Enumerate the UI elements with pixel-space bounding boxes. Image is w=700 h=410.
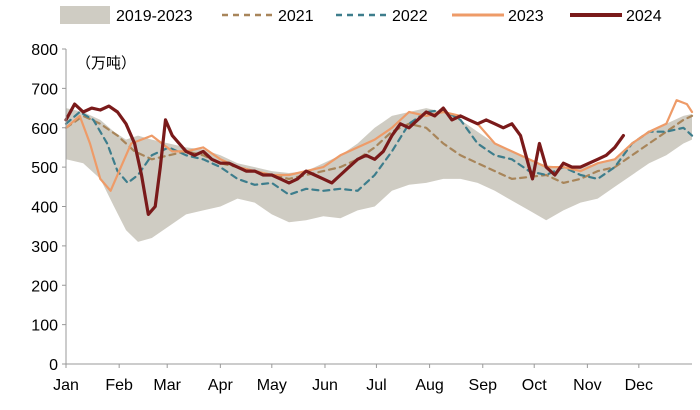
- legend-label-2023: 2023: [508, 8, 544, 25]
- y-tick-label-0: 0: [49, 357, 58, 374]
- band-layer: [66, 108, 692, 242]
- legend-item-2019-2023: 2019-2023: [60, 6, 193, 25]
- x-tick-label-may: May: [257, 377, 287, 394]
- y-tick-label-100: 100: [31, 318, 58, 335]
- legend-item-2021: 2021: [222, 8, 314, 25]
- y-tick-label-700: 700: [31, 81, 58, 98]
- legend-item-2024: 2024: [570, 8, 662, 25]
- legend: 2019-2023 2021 2022 2023 2024: [60, 6, 662, 25]
- x-tick-label-jul: Jul: [366, 377, 386, 394]
- y-tick-label-800: 800: [31, 42, 58, 59]
- x-tick-label-jan: Jan: [53, 377, 79, 394]
- series-line-2023: [64, 99, 694, 192]
- unit-label: （万吨）: [76, 55, 136, 72]
- y-tick-label-600: 600: [31, 121, 58, 138]
- x-tick-label-aug: Aug: [415, 377, 443, 394]
- x-tick-label-sep: Sep: [469, 377, 498, 394]
- legend-label-2021: 2021: [278, 8, 314, 25]
- x-tick-label-jun: Jun: [312, 377, 338, 394]
- legend-item-2022: 2022: [336, 8, 428, 25]
- x-tick-label-nov: Nov: [573, 377, 601, 394]
- legend-label-2022: 2022: [392, 8, 428, 25]
- x-tick-label-feb: Feb: [105, 377, 133, 394]
- y-tick-label-500: 500: [31, 160, 58, 177]
- x-tick-label-mar: Mar: [153, 377, 181, 394]
- legend-label-2024: 2024: [626, 8, 662, 25]
- axes: 0 100 200 300 400 500 600 700 800 Jan Feb Mar Apr May…: [31, 42, 692, 394]
- series-line-2022: [64, 108, 694, 196]
- legend-label-2019-2023: 2019-2023: [116, 8, 193, 25]
- y-tick-label-200: 200: [31, 278, 58, 295]
- y-tick-label-300: 300: [31, 239, 58, 256]
- legend-item-2023: 2023: [452, 8, 544, 25]
- x-tick-label-dec: Dec: [625, 377, 653, 394]
- legend-swatch-2019-2023: [60, 6, 110, 24]
- series-layer: [64, 99, 694, 216]
- y-tick-label-400: 400: [31, 200, 58, 217]
- band-2019-2023: [66, 108, 692, 242]
- x-tick-label-apr: Apr: [208, 377, 234, 394]
- series-line-2021: [64, 114, 694, 184]
- x-tick-label-oct: Oct: [522, 377, 547, 394]
- series-line-2024: [64, 102, 625, 216]
